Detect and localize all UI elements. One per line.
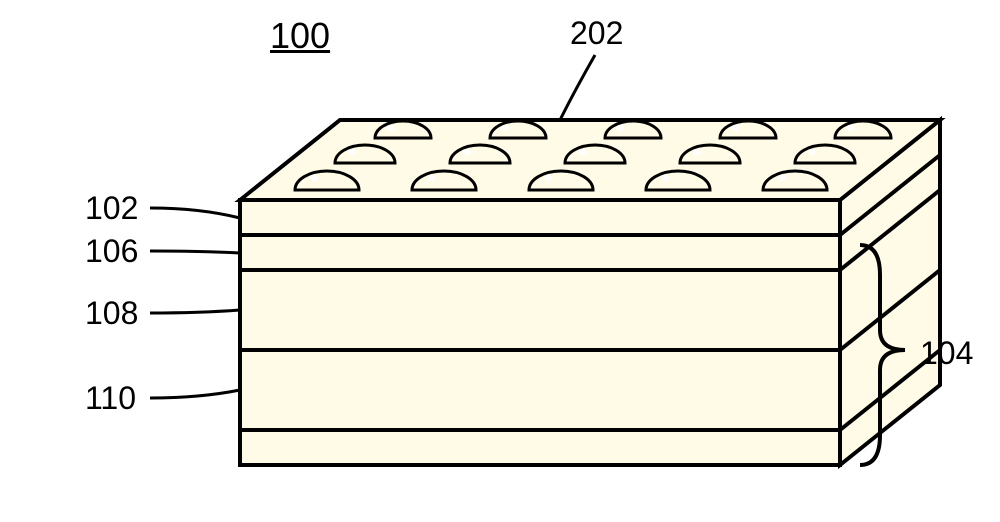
front-face <box>240 200 840 465</box>
leader-lines-left <box>150 208 240 398</box>
label-108: 108 <box>85 295 138 332</box>
figure-title: 100 <box>270 15 330 57</box>
front-layer-3 <box>240 270 840 350</box>
front-layer-4 <box>240 350 840 430</box>
label-102: 102 <box>85 190 138 227</box>
front-layer-5 <box>240 430 840 465</box>
label-104: 104 <box>920 335 973 372</box>
front-layer-1 <box>240 200 840 235</box>
front-layer-2 <box>240 235 840 270</box>
lead-106 <box>150 251 240 253</box>
label-106: 106 <box>85 233 138 270</box>
label-202: 202 <box>570 15 623 52</box>
label-110: 110 <box>85 380 136 417</box>
callout-202 <box>560 55 595 120</box>
lead-110 <box>150 390 240 398</box>
figure-frame: 100 102 106 108 110 104 202 <box>0 0 1000 522</box>
lead-108 <box>150 310 240 313</box>
diagram-svg <box>0 0 1000 522</box>
lead-102 <box>150 208 240 218</box>
